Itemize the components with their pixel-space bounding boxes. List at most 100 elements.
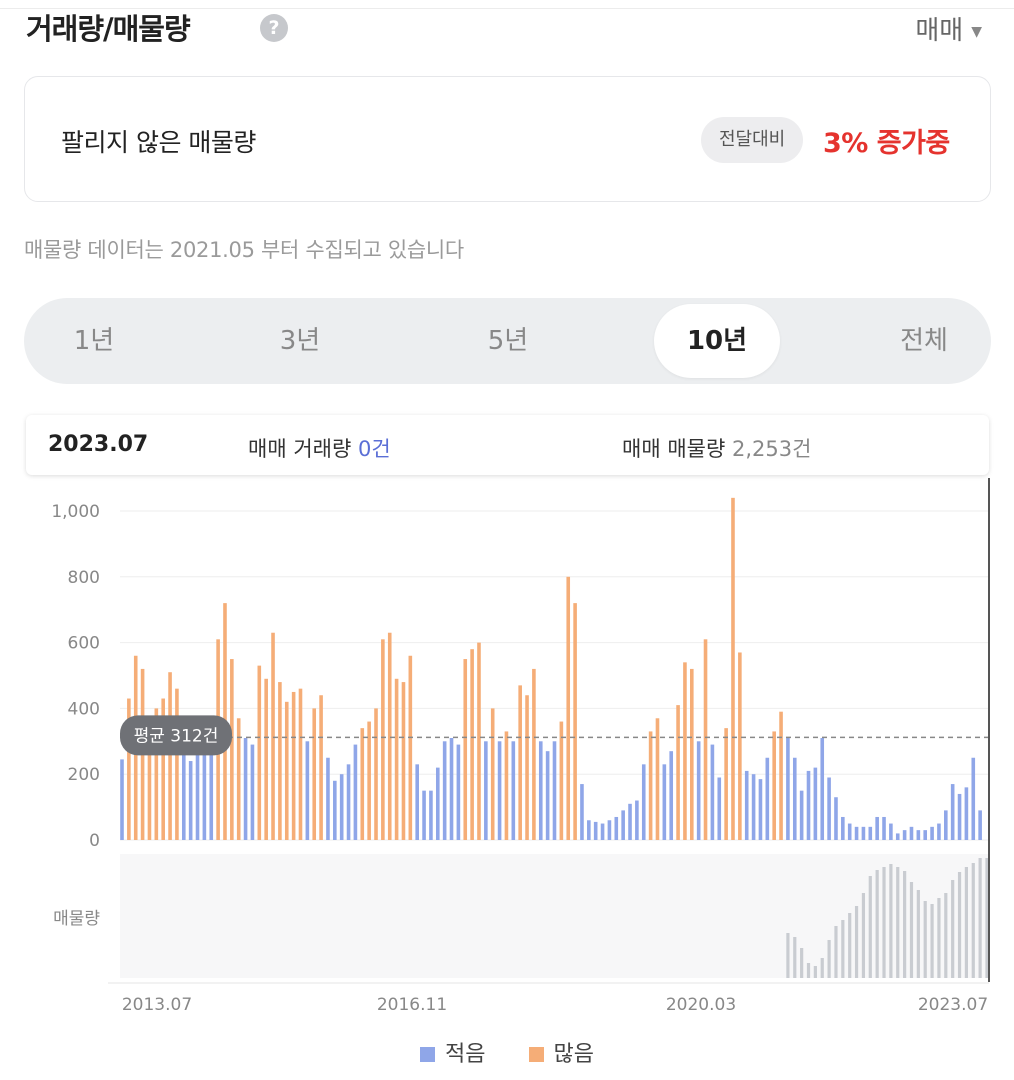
trade-type-label: 매매 <box>915 16 964 46</box>
bar <box>408 655 413 840</box>
bar <box>786 738 790 840</box>
listing-bar <box>848 913 852 978</box>
bar <box>744 770 749 840</box>
listing-bar <box>868 876 872 978</box>
bar <box>820 738 825 840</box>
bar <box>662 764 667 840</box>
listing-bar <box>813 966 817 978</box>
bar <box>751 774 756 840</box>
listing-panel-background <box>120 854 989 978</box>
x-tick-label: 2020.03 <box>666 995 736 1015</box>
bar <box>806 770 811 840</box>
bar <box>333 780 337 840</box>
listing-bar <box>951 880 955 978</box>
average-label-pill <box>120 715 232 756</box>
bar <box>635 800 639 840</box>
bar <box>779 711 783 840</box>
bar <box>628 803 632 840</box>
bar <box>614 816 619 840</box>
x-axis-ticks: 2013.07 2016.11 2020.03 2023.07 <box>108 982 989 1015</box>
bar <box>937 823 941 840</box>
bar <box>978 810 982 840</box>
tooltip-volume: 매매 거래량 0건 <box>248 433 391 463</box>
listing-bar <box>916 890 920 978</box>
bar <box>621 810 625 840</box>
bar <box>360 728 365 840</box>
tooltip-volume-value: 0건 <box>357 437 391 461</box>
listing-bar <box>903 871 907 978</box>
bar <box>676 705 680 840</box>
bar <box>964 787 969 840</box>
bar <box>367 721 371 840</box>
bar <box>127 698 131 840</box>
bar <box>902 830 907 840</box>
bar <box>923 830 928 840</box>
bar <box>188 761 193 840</box>
tab-10-year[interactable]: 10년 <box>654 304 780 378</box>
listing-bar <box>944 893 948 978</box>
tab-1-year[interactable]: 1년 <box>73 326 115 356</box>
bar <box>374 708 378 840</box>
x-tick-label: 2023.07 <box>918 995 988 1015</box>
bar <box>593 821 598 840</box>
listing-axis-label: 매물량 <box>53 909 100 929</box>
bar <box>827 777 831 840</box>
listing-bar <box>930 904 934 978</box>
y-tick-label: 200 <box>68 765 100 785</box>
bar <box>387 632 392 840</box>
bar <box>484 741 488 840</box>
tooltip-listing-label: 매매 매물량 <box>622 437 726 461</box>
listing-bar <box>793 937 797 978</box>
top-divider <box>0 8 1014 9</box>
unsold-listing-card: 팔리지 않은 매물량 전달대비 3% 증가중 <box>24 76 991 202</box>
listing-bar <box>834 926 838 978</box>
bar <box>895 833 900 840</box>
data-notice: 매물량 데이터는 2021.05 부터 수집되고 있습니다 <box>24 238 464 262</box>
listing-bar <box>786 933 790 978</box>
bar <box>580 784 584 840</box>
trade-type-dropdown[interactable]: 매매 ▼ <box>915 10 982 47</box>
bar <box>497 741 502 840</box>
listing-bar <box>971 863 975 978</box>
bar <box>738 652 742 840</box>
bar <box>861 826 866 840</box>
tab-3-year[interactable]: 3년 <box>279 326 321 356</box>
bar <box>442 741 447 840</box>
bar <box>532 668 536 840</box>
bar <box>717 777 722 840</box>
listing-bar <box>841 920 845 978</box>
bar <box>683 662 687 840</box>
help-icon[interactable]: ? <box>260 14 288 42</box>
change-value: 3% 증가중 <box>823 128 950 159</box>
compare-badge: 전달대비 <box>701 117 804 163</box>
bar <box>490 708 495 840</box>
bar <box>202 744 207 840</box>
bar <box>916 830 921 840</box>
bar <box>381 639 385 840</box>
bar <box>230 659 234 840</box>
y-tick-label: 800 <box>68 568 100 588</box>
tab-5-year[interactable]: 5년 <box>487 326 529 356</box>
bar <box>168 672 172 840</box>
section-title: 거래량/매물량 <box>26 12 191 46</box>
bar <box>394 678 399 840</box>
bar <box>278 682 282 840</box>
bar <box>710 744 715 840</box>
legend-item-low[interactable]: 적음 <box>420 1036 486 1068</box>
bar <box>236 718 241 840</box>
bar <box>566 576 571 840</box>
listing-bar <box>957 872 962 978</box>
bar <box>944 810 948 840</box>
bar <box>731 497 735 840</box>
bar <box>305 741 310 840</box>
bar <box>813 767 818 840</box>
tab-all[interactable]: 전체 <box>900 326 948 356</box>
bar <box>854 826 859 840</box>
x-tick-label: 2013.07 <box>122 995 192 1015</box>
bar <box>792 757 797 840</box>
bar <box>463 659 468 840</box>
bar <box>120 759 124 840</box>
bar <box>147 718 152 840</box>
legend-item-high[interactable]: 많음 <box>528 1036 594 1068</box>
